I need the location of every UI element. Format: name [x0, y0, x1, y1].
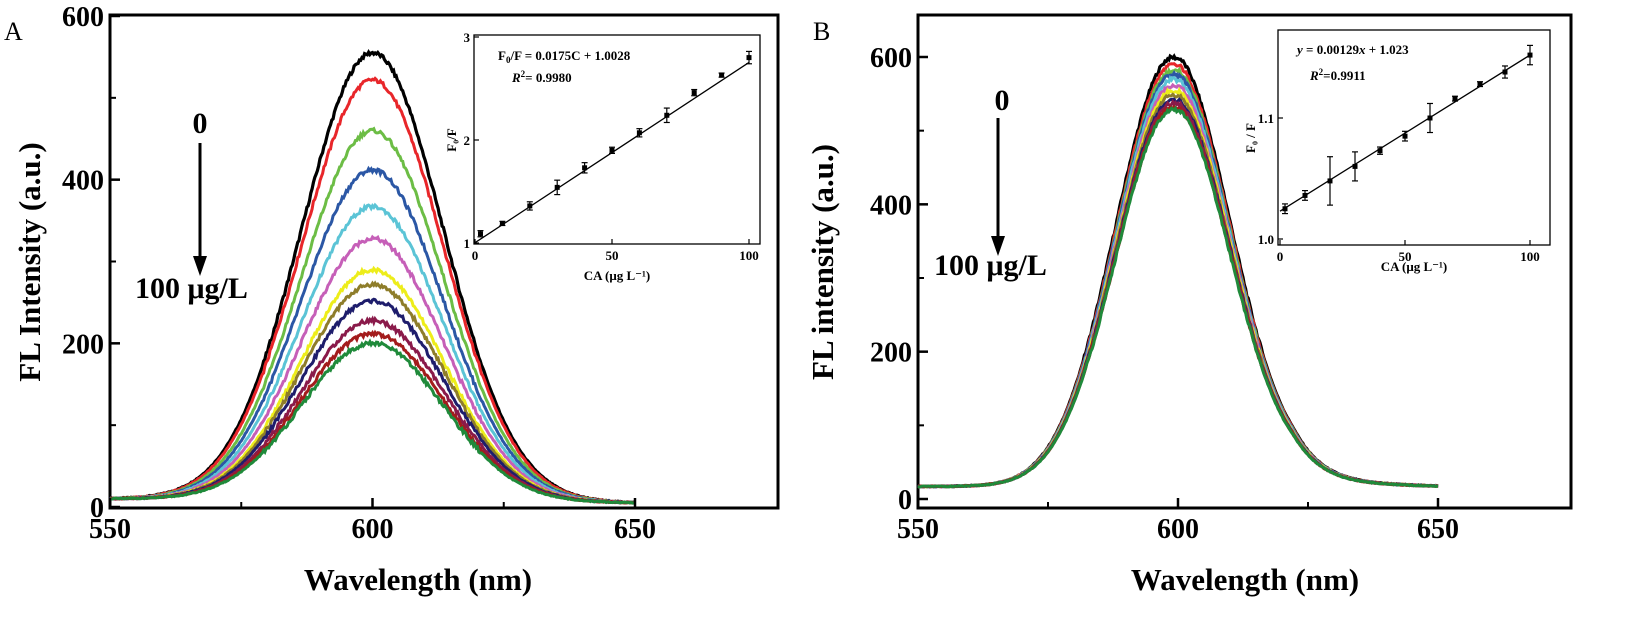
panel-a-inset: 0 50 100 1 2 3 F0/F = 0.0175C + 1.0028 R2= 0.… [444, 30, 761, 283]
y-tick-label: 400 [870, 190, 912, 221]
data-point [636, 130, 642, 136]
data-point [1327, 178, 1333, 184]
data-point [554, 184, 560, 190]
y-tick-label: 400 [62, 166, 104, 197]
y-tick-label: 200 [62, 329, 104, 360]
spectrum-line [917, 97, 1438, 489]
data-point [719, 72, 725, 78]
data-point [1427, 115, 1433, 121]
panel-b: B 550 600 650 0 200 400 600 Wavelength (nm) FL… [805, 13, 1573, 597]
spectrum-line [110, 329, 636, 505]
spectrum-line [918, 92, 1439, 489]
panel-b-frame [916, 13, 1573, 510]
panel-a-inset-ylabel: F₀/F [444, 128, 459, 151]
y-tick-label: 0 [90, 493, 104, 524]
data-point [1352, 163, 1358, 169]
panel-a-inset-equation: F0/F = 0.0175C + 1.0028 [498, 48, 631, 65]
data-point [609, 147, 615, 153]
panel-b-curves [917, 53, 1439, 489]
y-tick-label: 0 [898, 485, 912, 516]
spectrum-line [918, 104, 1439, 489]
data-point [582, 165, 588, 171]
inset-x-tick-label: 100 [1520, 249, 1540, 264]
panel-b-inset-r2: R2=0.9911 [1309, 67, 1366, 83]
panel-a-xlabel: Wavelength (nm) [304, 562, 532, 597]
inset-y-tick-label: 1.0 [1258, 232, 1274, 247]
panel-a-annot-bottom: 100 μg/L [135, 272, 248, 305]
inset-y-tick-label: 2 [464, 133, 471, 148]
spectrum-line [109, 126, 636, 505]
data-point [691, 90, 697, 96]
data-point [477, 231, 483, 237]
panel-a-ylabel: FL Intensity (a.u.) [12, 142, 47, 381]
inset-y-tick-label: 3 [464, 30, 471, 45]
inset-x-tick-label: 0 [472, 248, 479, 263]
panel-a-inset-points [477, 50, 752, 238]
spectrum-line [917, 105, 1438, 489]
data-point [664, 112, 670, 118]
spectrum-line [917, 86, 1439, 489]
panel-a-curves [109, 49, 636, 505]
x-tick-label: 550 [897, 514, 939, 545]
x-tick-label: 600 [352, 514, 394, 545]
data-point [1377, 148, 1383, 154]
panel-b-inset-frame [1277, 29, 1551, 246]
panel-b-inset: 0 50 100 1.0 1.1 y = 0.00129x + 1.023 R2=0.9… [1243, 29, 1551, 274]
data-point [1527, 52, 1533, 58]
panel-a-inset-xlabel: CA (μg L⁻¹) [584, 268, 651, 283]
inset-x-tick-label: 100 [739, 248, 759, 263]
panel-b-inset-equation: y = 0.00129x + 1.023 [1295, 42, 1409, 57]
y-tick-label: 600 [62, 2, 104, 33]
panel-b-xlabel: Wavelength (nm) [1131, 562, 1359, 597]
panel-b-inset-xlabel: CA (μg L⁻¹) [1381, 259, 1448, 274]
panel-b-annot-top: 0 [995, 84, 1010, 117]
panel-b-annot-bottom: 100 μg/L [934, 249, 1047, 282]
panel-b-inset-ticks: 0 50 100 1.0 1.1 [1258, 111, 1540, 264]
data-point [527, 203, 533, 209]
panel-a-letter: A [4, 17, 23, 46]
panel-b-letter: B [813, 17, 830, 46]
x-tick-label: 550 [89, 514, 131, 545]
inset-x-tick-label: 50 [1399, 249, 1412, 264]
spectrum-line [109, 297, 635, 505]
down-arrow-icon [991, 118, 1005, 256]
x-tick-label: 650 [1417, 514, 1459, 545]
data-point [746, 55, 752, 61]
panel-a-annot-top: 0 [193, 107, 208, 140]
panel-b-ylabel: FL intensity (a.u.) [805, 144, 840, 380]
panel-a-frame [108, 13, 780, 510]
down-arrow-icon [193, 143, 207, 276]
spectrum-line [109, 338, 635, 505]
data-point [1302, 192, 1308, 198]
data-point [1402, 133, 1408, 139]
panel-a-inset-frame [473, 34, 761, 245]
spectrum-line [109, 165, 636, 505]
data-point [499, 220, 505, 226]
data-point [1282, 206, 1288, 212]
panel-a-inset-r2: R2= 0.9980 [511, 69, 572, 85]
data-point [1477, 81, 1483, 87]
spectrum-line [109, 202, 636, 505]
y-tick-label: 600 [870, 43, 912, 74]
inset-x-tick-label: 0 [1277, 249, 1284, 264]
panel-a-inset-ticks: 0 50 100 1 2 3 [464, 30, 759, 263]
data-point [1502, 69, 1508, 75]
inset-y-tick-label: 1.1 [1258, 111, 1274, 126]
panel-b-inset-points [1282, 44, 1533, 215]
inset-y-tick-label: 1 [464, 236, 471, 251]
data-point [1452, 96, 1458, 102]
spectrum-line [917, 98, 1439, 489]
panel-b-inset-ylabel: F₀ / F [1243, 123, 1258, 153]
spectrum-line [917, 82, 1439, 489]
spectrum-line [109, 315, 636, 505]
spectrum-line [917, 74, 1439, 489]
panel-b-ticks: 550 600 650 0 200 400 600 [870, 43, 1459, 545]
inset-x-tick-label: 50 [606, 248, 619, 263]
y-tick-label: 200 [870, 338, 912, 369]
x-tick-label: 650 [614, 514, 656, 545]
x-tick-label: 600 [1157, 514, 1199, 545]
